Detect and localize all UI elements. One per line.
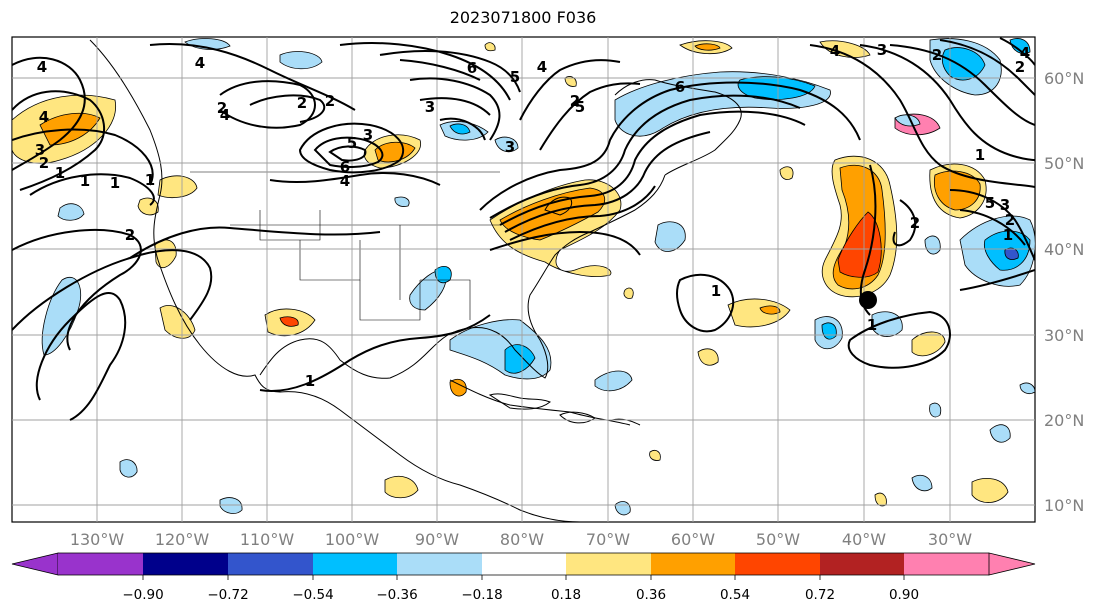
colorbar-tick: −0.72 — [207, 587, 248, 603]
colorbar-segment — [58, 553, 143, 575]
lon-label: 90°W — [415, 530, 459, 549]
coastlines — [89, 39, 742, 522]
colorbar-segment — [313, 553, 397, 575]
colorbar-segment — [228, 553, 313, 575]
contour-label: 1 — [145, 171, 155, 189]
contour-label: 2 — [325, 92, 335, 110]
contour-label: 2 — [297, 94, 307, 112]
contour-label: 6 — [340, 158, 350, 176]
colorbar-tick: 0.90 — [889, 587, 919, 603]
contour-label: 2 — [39, 154, 49, 172]
lon-label: 70°W — [586, 530, 630, 549]
lat-label: 40°N — [1044, 240, 1084, 259]
lon-label: 110°W — [240, 530, 295, 549]
colorbar-segment — [143, 553, 228, 575]
colorbar-tick: 0.18 — [551, 587, 581, 603]
contour-label: 2 — [1005, 211, 1015, 229]
contour-label: 1 — [80, 172, 90, 190]
contour-label: 4 — [830, 42, 840, 60]
lon-label: 80°W — [500, 530, 544, 549]
lon-label: 60°W — [671, 530, 715, 549]
colorbar-segment — [651, 553, 735, 575]
longitude-labels: 130°W 120°W 110°W 100°W 90°W 80°W 70°W 6… — [70, 530, 972, 549]
contour-label: 6 — [467, 59, 477, 77]
contour-label: 6 — [675, 78, 685, 96]
colorbar-extend-high — [988, 552, 1036, 576]
colorbar-tick: −0.18 — [461, 587, 502, 603]
colorbar-segment — [904, 553, 989, 575]
contour-label: 2 — [570, 92, 580, 110]
colorbar-segment — [735, 553, 820, 575]
colorbar-tick: −0.90 — [122, 587, 163, 603]
lon-label: 30°W — [928, 530, 972, 549]
contour-label: 2 — [217, 99, 227, 117]
lon-label: 120°W — [155, 530, 210, 549]
lat-label: 20°N — [1044, 411, 1084, 430]
contour-label: 3 — [425, 98, 435, 116]
contour-label: 1 — [305, 372, 315, 390]
colorbar-segment — [820, 553, 904, 575]
colorbar-tick: 0.72 — [805, 587, 835, 603]
contour-label: 3 — [1000, 196, 1010, 214]
colorbar-segment — [566, 553, 651, 575]
contour-label: 2 — [125, 226, 135, 244]
contour-label: 3 — [35, 141, 45, 159]
contour-label: 1 — [711, 282, 721, 300]
contour-label: 2 — [932, 46, 942, 64]
colorbar: −0.90 −0.72 −0.54 −0.36 −0.18 0.18 0.36 … — [11, 552, 1036, 603]
contour-label: 2 — [1015, 58, 1025, 76]
map-title: 2023071800 F036 — [449, 8, 597, 27]
contour-label: 3 — [877, 41, 887, 59]
contour-label: 4 — [537, 58, 547, 76]
contour-label: 4 — [39, 108, 49, 126]
lat-label: 60°N — [1044, 69, 1084, 88]
lon-label: 50°W — [756, 530, 800, 549]
contour-label: 3 — [505, 138, 515, 156]
contour-label: 4 — [195, 54, 205, 72]
lat-label: 10°N — [1044, 496, 1084, 515]
contour-label: 1 — [1003, 226, 1013, 244]
contour-label: 5 — [347, 134, 357, 152]
colorbar-tick: −0.54 — [292, 587, 333, 603]
contour-label: 1 — [55, 164, 65, 182]
contour-labels: 4 4 2 4 2 3 6 5 4 3 2 1 6 5 4 3 2 1 6 5 … — [35, 41, 1030, 390]
lat-label: 50°N — [1044, 154, 1084, 173]
latitude-labels: 60°N 50°N 40°N 30°N 20°N 10°N — [1044, 69, 1084, 515]
lon-label: 100°W — [325, 530, 380, 549]
contour-label: 3 — [363, 126, 373, 144]
contour-label: 2 — [910, 214, 920, 232]
storm-center-marker — [859, 291, 877, 309]
colorbar-tick: −0.36 — [376, 587, 417, 603]
lon-label: 40°W — [842, 530, 886, 549]
contour-label: 4 — [220, 106, 230, 124]
contour-label: 4 — [340, 172, 350, 190]
lon-label: 130°W — [70, 530, 125, 549]
colorbar-extend-low — [11, 552, 59, 576]
contour-label: 1 — [975, 146, 985, 164]
contour-label: 1 — [867, 316, 877, 334]
colorbar-segment — [482, 553, 566, 575]
contour-label: 4 — [37, 58, 47, 76]
colorbar-tick: 0.54 — [720, 587, 750, 603]
contour-label: 5 — [575, 98, 585, 116]
lat-label: 30°N — [1044, 326, 1084, 345]
contour-label: 4 — [1020, 44, 1030, 62]
contour-label: 1 — [110, 174, 120, 192]
contour-label: 5 — [510, 68, 520, 86]
colorbar-segment — [397, 553, 482, 575]
colorbar-tick: 0.36 — [636, 587, 666, 603]
anomaly-shading — [12, 38, 1035, 516]
contour-label: 5 — [985, 194, 995, 212]
